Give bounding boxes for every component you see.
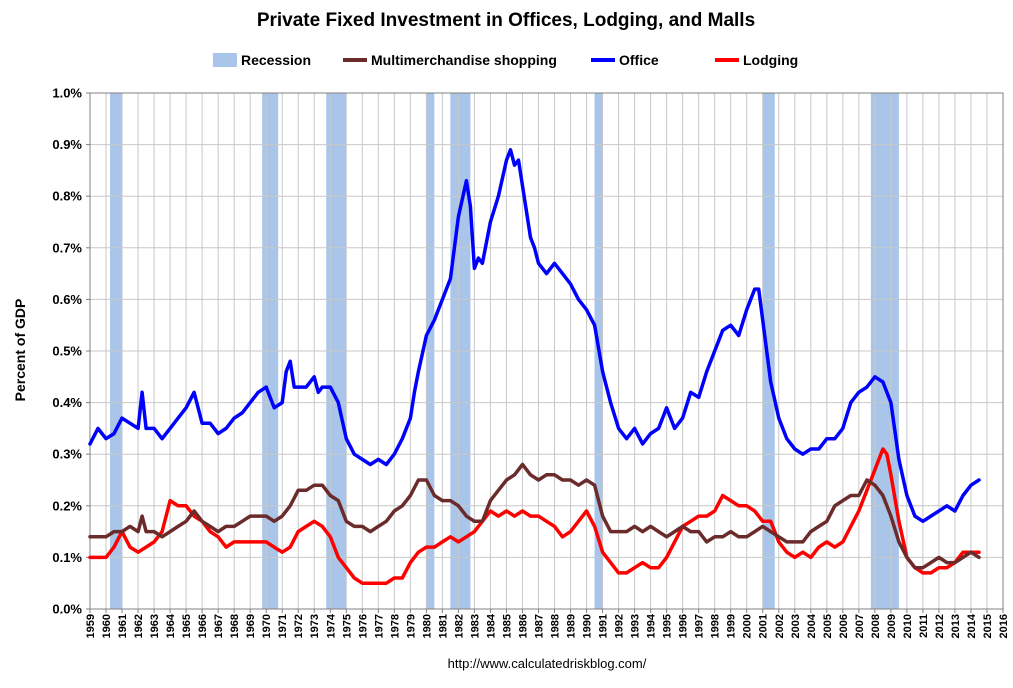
legend-label-recession: Recession — [241, 52, 311, 68]
legend-label-lodging: Lodging — [743, 52, 798, 68]
y-axis: 0.0% 0.1% 0.2% 0.3% 0.4% 0.5% 0.6% 0.7% 0.8% 0.9%… — [52, 86, 90, 617]
x-tick-label: 2011 — [918, 614, 930, 638]
x-tick-label: 1962 — [133, 614, 145, 638]
x-tick-label: 2002 — [774, 614, 786, 638]
series-line-office — [88, 148, 981, 524]
y-tick-label: 0.7% — [52, 240, 82, 255]
x-tick-label: 1991 — [598, 614, 610, 638]
x-tick-label: 2009 — [886, 614, 898, 638]
x-tick-label: 1997 — [694, 614, 706, 638]
x-tick-label: 1976 — [357, 614, 369, 638]
x-tick-label: 1987 — [533, 614, 545, 638]
x-tick-label: 1978 — [389, 614, 401, 638]
x-tick-label: 1982 — [453, 614, 465, 638]
x-tick-label: 1974 — [325, 613, 337, 638]
x-tick-label: 1995 — [662, 614, 674, 638]
x-tick-label: 1984 — [485, 613, 497, 638]
x-tick-label: 1994 — [646, 613, 658, 638]
x-tick-label: 1960 — [101, 614, 113, 638]
x-tick-label: 1979 — [405, 614, 417, 638]
y-tick-label: 0.3% — [52, 447, 82, 462]
y-tick-label: 0.9% — [52, 137, 82, 152]
x-tick-label: 1972 — [293, 614, 305, 638]
legend-swatch-recession — [213, 53, 237, 67]
x-tick-label: 1989 — [566, 614, 578, 638]
chart-title: Private Fixed Investment in Offices, Lod… — [257, 10, 755, 31]
legend-label-office: Office — [619, 52, 659, 68]
x-tick-label: 1986 — [517, 614, 529, 638]
x-tick-label: 2008 — [870, 614, 882, 638]
x-tick-label: 2000 — [742, 614, 754, 638]
x-tick-label: 1998 — [710, 614, 722, 638]
x-tick-label: 1996 — [678, 614, 690, 638]
x-tick-label: 2001 — [758, 614, 770, 638]
x-tick-label: 2013 — [950, 614, 962, 638]
y-tick-label: 0.5% — [52, 344, 82, 359]
y-tick-label: 0.4% — [52, 395, 82, 410]
x-tick-label: 1967 — [213, 614, 225, 638]
x-tick-label: 1981 — [437, 614, 449, 638]
x-tick-label: 1970 — [261, 614, 273, 638]
x-tick-label: 2010 — [902, 614, 914, 638]
x-tick-label: 1980 — [421, 614, 433, 638]
series-line-lodging — [88, 447, 981, 585]
y-tick-label: 1.0% — [52, 86, 82, 101]
x-tick-label: 1959 — [85, 614, 97, 638]
source-url: http://www.calculatedriskblog.com/ — [448, 656, 647, 671]
grid — [89, 92, 1004, 610]
x-tick-label: 1964 — [165, 613, 177, 638]
x-tick-label: 1985 — [501, 614, 513, 638]
x-tick-label: 1990 — [582, 614, 594, 638]
x-tick-label: 1968 — [229, 614, 241, 638]
x-tick-label: 1977 — [373, 614, 385, 638]
x-tick-label: 1963 — [149, 614, 161, 638]
x-tick-label: 1969 — [245, 614, 257, 638]
x-tick-label: 1966 — [197, 614, 209, 638]
legend: Recession Multimerchandise shopping Office… — [213, 52, 798, 68]
x-tick-label: 2004 — [806, 613, 818, 638]
x-axis: 1959 1960 1961 1962 1963 1964 1965 1966 1967 1968… — [85, 609, 1010, 638]
x-tick-label: 2015 — [982, 614, 994, 638]
legend-label-multimerchandise-shopping: Multimerchandise shopping — [371, 52, 557, 68]
x-tick-label: 1965 — [181, 614, 193, 638]
y-tick-label: 0.8% — [52, 189, 82, 204]
y-tick-label: 0.0% — [52, 602, 82, 617]
x-tick-label: 2007 — [854, 614, 866, 638]
series-line-multimerchandise-shopping — [88, 462, 981, 570]
y-tick-label: 0.6% — [52, 292, 82, 307]
x-tick-label: 1999 — [726, 614, 738, 638]
x-tick-label: 1971 — [277, 614, 289, 638]
x-tick-label: 1983 — [469, 614, 481, 638]
x-tick-label: 1961 — [117, 614, 129, 638]
x-tick-label: 1988 — [550, 614, 562, 638]
x-tick-label: 1992 — [614, 614, 626, 638]
x-tick-label: 1993 — [630, 614, 642, 638]
x-tick-label: 2016 — [998, 614, 1010, 638]
x-tick-label: 1975 — [341, 614, 353, 638]
x-tick-label: 2014 — [966, 613, 978, 638]
x-tick-label: 2003 — [790, 614, 802, 638]
x-tick-label: 2012 — [934, 614, 946, 638]
y-axis-label: Percent of GDP — [12, 299, 28, 402]
x-tick-label: 1973 — [309, 614, 321, 638]
x-tick-label: 2005 — [822, 614, 834, 638]
series-group — [88, 148, 981, 585]
y-tick-label: 0.1% — [52, 550, 82, 565]
x-tick-label: 2006 — [838, 614, 850, 638]
y-tick-label: 0.2% — [52, 498, 82, 513]
